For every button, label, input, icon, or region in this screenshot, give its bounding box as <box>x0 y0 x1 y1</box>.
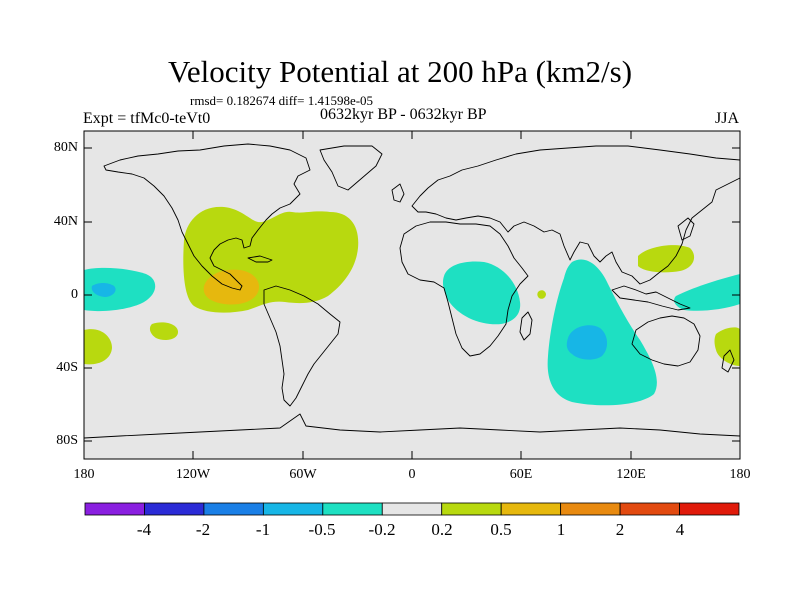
australia-coastline <box>631 315 701 367</box>
eurasia-coastline <box>411 145 741 285</box>
north-america-coastline <box>103 143 311 291</box>
rmsd-diff-stats: rmsd= 0.182674 diff= 1.41598e-05 <box>190 93 374 108</box>
maritime-continent-coastline <box>611 285 691 311</box>
colorbar-swatch <box>144 502 205 516</box>
africa-negative-region <box>442 261 521 325</box>
dateline-strong-negative-region <box>91 283 116 297</box>
uk-coastline <box>391 183 405 203</box>
figure-title: Velocity Potential at 200 hPa (km2/s) <box>167 54 633 89</box>
coastlines <box>83 143 741 439</box>
lat-tick-label-40s: 40S <box>56 360 78 375</box>
pacific-small-positive-region <box>149 322 178 340</box>
lon-tick-label-120e: 120E <box>616 467 646 482</box>
axis-ticks <box>84 131 740 459</box>
colorbar-swatch <box>381 502 443 516</box>
lon-tick-label-0: 0 <box>408 467 416 482</box>
cuba-coastline <box>247 255 273 263</box>
colorbar-label-2: 2 <box>615 520 625 539</box>
colorbar-label-neg0-2: -0.2 <box>368 520 396 539</box>
east-indian-positive-region <box>714 327 740 366</box>
colorbar-swatch <box>262 502 324 516</box>
lon-tick-label-60e: 60E <box>509 467 533 482</box>
colorbar-label-0-5: 0.5 <box>490 520 512 539</box>
colorbar-swatch <box>322 502 383 516</box>
africa-coastline <box>399 221 529 357</box>
experiment-label: Expt = tfMc0-teVt0 <box>83 110 211 127</box>
south-america-coastline <box>263 285 341 407</box>
colorbar-swatches <box>84 502 740 516</box>
lon-tick-label-180e: 180 <box>729 467 751 482</box>
lon-tick-label-180w: 180 <box>73 467 95 482</box>
colorbar-swatch <box>84 502 145 516</box>
colorbar-swatch <box>679 502 740 516</box>
colorbar-label-neg4: -4 <box>136 520 152 539</box>
greenland-coastline <box>319 145 383 191</box>
colorbar-label-neg2: -2 <box>195 520 211 539</box>
colorbar-swatch <box>441 502 502 516</box>
lat-tick-label-80s: 80S <box>56 433 78 448</box>
colorbar-label-neg0-5: -0.5 <box>308 520 336 539</box>
lon-tick-label-60w: 60W <box>289 467 317 482</box>
colorbar-swatch <box>500 502 562 516</box>
africa-small-positive-region <box>537 290 546 299</box>
season-label: JJA <box>715 110 740 127</box>
colorbar-swatch <box>619 502 680 516</box>
madagascar-coastline <box>519 311 533 341</box>
pacific-west-positive-region <box>84 329 112 365</box>
negative-anomaly-regions <box>84 259 740 406</box>
lon-tick-label-120w: 120W <box>175 467 211 482</box>
strong-negative-regions <box>91 283 608 360</box>
colorbar-swatch <box>203 502 264 516</box>
lat-tick-label-40n: 40N <box>53 214 78 229</box>
colorbar-label-4: 4 <box>675 520 685 539</box>
colorbar-label-0-2: 0.2 <box>431 520 453 539</box>
pacific-dateline-negative-region <box>84 267 156 312</box>
new-zealand-coastline <box>721 349 735 373</box>
lat-tick-label-equator: 0 <box>71 287 78 302</box>
west-pacific-positive-region <box>638 245 695 273</box>
lat-tick-label-80n: 80N <box>53 140 78 155</box>
west-pacific-negative-region <box>674 274 740 311</box>
indian-ocean-strong-negative-region <box>566 325 608 360</box>
antarctica-coastline <box>83 413 741 439</box>
period-label: 0632kyr BP - 0632kyr BP <box>320 106 487 123</box>
colorbar-label-neg1: -1 <box>255 520 271 539</box>
colorbar-swatch <box>560 502 621 516</box>
colorbar-label-1: 1 <box>556 520 566 539</box>
japan-coastline <box>677 217 695 241</box>
central-america-strong-positive-region <box>203 269 260 305</box>
